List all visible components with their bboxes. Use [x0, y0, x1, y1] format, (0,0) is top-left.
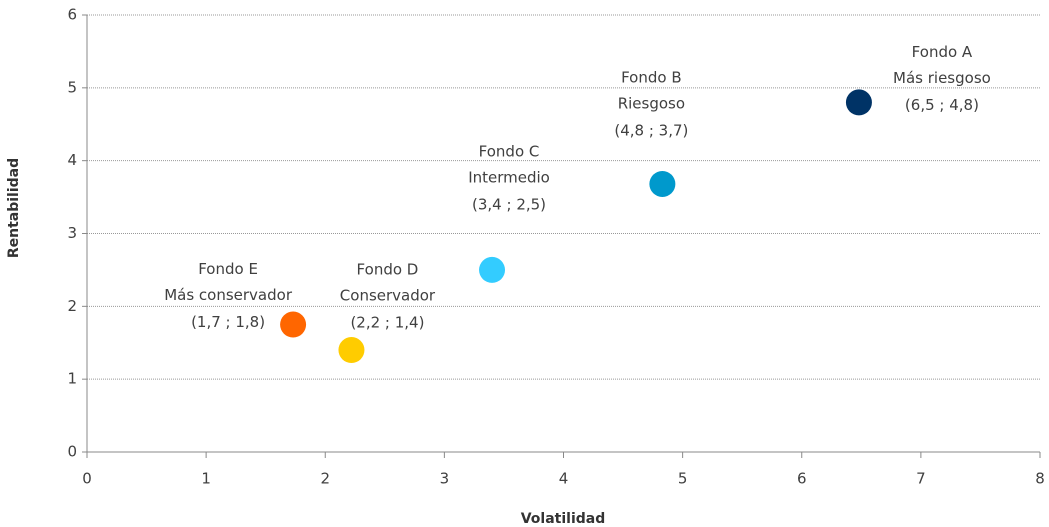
point — [280, 311, 307, 338]
y-tick-label: 6 — [67, 6, 77, 24]
point-description: Más riesgoso — [893, 69, 991, 87]
point-name: Fondo D — [357, 261, 419, 279]
y-tick-label: 3 — [67, 224, 77, 242]
point-description: Riesgoso — [618, 94, 685, 112]
x-tick-label: 2 — [320, 470, 330, 488]
point-value-label: (2,2 ; 1,4) — [350, 314, 424, 332]
point-value-label: (1,7 ; 1,8) — [191, 313, 265, 331]
x-tick-label: 3 — [440, 470, 450, 488]
x-tick-label: 6 — [797, 470, 807, 488]
point-name: Fondo C — [479, 142, 540, 160]
point — [845, 89, 872, 116]
point-value-label: (4,8 ; 3,7) — [614, 121, 688, 139]
point-name: Fondo B — [621, 68, 682, 86]
y-tick-label: 1 — [67, 370, 77, 388]
x-tick-label: 8 — [1035, 470, 1045, 488]
point-description: Más conservador — [164, 286, 293, 304]
point — [649, 170, 676, 197]
x-tick-label: 1 — [201, 470, 211, 488]
x-tick-label: 5 — [678, 470, 688, 488]
x-tick-label: 0 — [82, 470, 92, 488]
point-name: Fondo E — [198, 260, 258, 278]
x-axis-title: Volatilidad — [521, 511, 606, 527]
point-description: Conservador — [340, 287, 436, 305]
point-name: Fondo A — [912, 43, 973, 61]
point-value-label: (3,4 ; 2,5) — [472, 195, 546, 213]
x-tick-label: 7 — [916, 470, 926, 488]
y-tick-label: 0 — [67, 443, 77, 461]
point-value-label: (6,5 ; 4,8) — [905, 96, 979, 114]
x-tick-label: 4 — [559, 470, 569, 488]
y-axis-title: Rentabilidad — [6, 158, 22, 258]
point — [479, 256, 506, 283]
y-tick-label: 4 — [67, 151, 77, 169]
point-description: Intermedio — [468, 168, 550, 186]
y-tick-label: 2 — [67, 297, 77, 315]
point — [338, 337, 365, 364]
y-tick-label: 5 — [67, 78, 77, 96]
